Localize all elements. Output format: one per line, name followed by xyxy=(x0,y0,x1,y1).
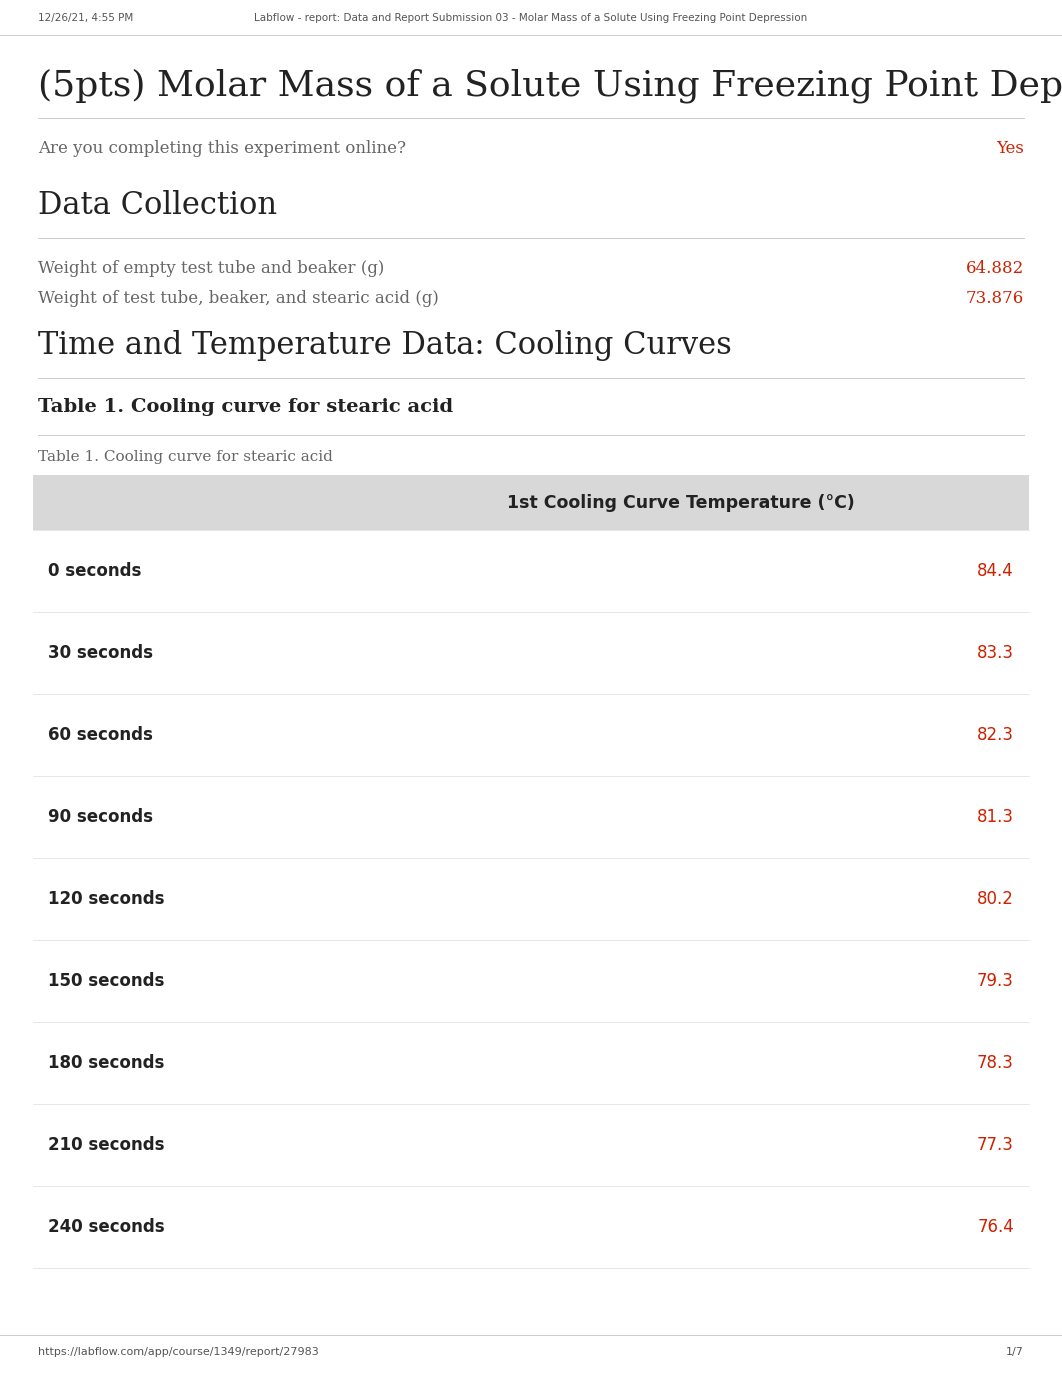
Text: 84.4: 84.4 xyxy=(977,562,1014,580)
Text: 90 seconds: 90 seconds xyxy=(48,808,153,826)
Text: 78.3: 78.3 xyxy=(977,1053,1014,1073)
Text: Labflow - report: Data and Report Submission 03 - Molar Mass of a Solute Using F: Labflow - report: Data and Report Submis… xyxy=(255,12,807,23)
Text: Table 1. Cooling curve for stearic acid: Table 1. Cooling curve for stearic acid xyxy=(38,398,453,416)
Bar xyxy=(33,858,1029,940)
Text: Weight of empty test tube and beaker (g): Weight of empty test tube and beaker (g) xyxy=(38,260,384,277)
Bar xyxy=(33,611,1029,694)
Text: 1st Cooling Curve Temperature (°C): 1st Cooling Curve Temperature (°C) xyxy=(508,493,855,511)
Text: 150 seconds: 150 seconds xyxy=(48,972,165,990)
Text: (5pts) Molar Mass of a Solute Using Freezing Point Depression: (5pts) Molar Mass of a Solute Using Free… xyxy=(38,67,1062,102)
Text: https://labflow.com/app/course/1349/report/27983: https://labflow.com/app/course/1349/repo… xyxy=(38,1347,319,1356)
Text: 73.876: 73.876 xyxy=(965,291,1024,307)
Text: 180 seconds: 180 seconds xyxy=(48,1053,165,1073)
Text: 12/26/21, 4:55 PM: 12/26/21, 4:55 PM xyxy=(38,12,133,23)
Bar xyxy=(33,530,1029,611)
Text: Yes: Yes xyxy=(996,140,1024,157)
Text: Data Collection: Data Collection xyxy=(38,190,277,220)
Text: 83.3: 83.3 xyxy=(977,644,1014,662)
Text: 1/7: 1/7 xyxy=(1006,1347,1024,1356)
Bar xyxy=(33,940,1029,1022)
Text: 120 seconds: 120 seconds xyxy=(48,890,165,907)
Text: Are you completing this experiment online?: Are you completing this experiment onlin… xyxy=(38,140,406,157)
Bar xyxy=(33,475,1029,530)
Bar xyxy=(33,1022,1029,1104)
Bar xyxy=(33,1186,1029,1268)
Text: 30 seconds: 30 seconds xyxy=(48,644,153,662)
Text: Time and Temperature Data: Cooling Curves: Time and Temperature Data: Cooling Curve… xyxy=(38,330,732,361)
Text: Table 1. Cooling curve for stearic acid: Table 1. Cooling curve for stearic acid xyxy=(38,450,332,464)
Text: 82.3: 82.3 xyxy=(977,726,1014,744)
Text: 210 seconds: 210 seconds xyxy=(48,1136,165,1154)
Text: 80.2: 80.2 xyxy=(977,890,1014,907)
Bar xyxy=(33,1104,1029,1186)
Text: 79.3: 79.3 xyxy=(977,972,1014,990)
Text: 64.882: 64.882 xyxy=(965,260,1024,277)
Text: 0 seconds: 0 seconds xyxy=(48,562,141,580)
Bar xyxy=(33,777,1029,858)
Text: 81.3: 81.3 xyxy=(977,808,1014,826)
Text: Weight of test tube, beaker, and stearic acid (g): Weight of test tube, beaker, and stearic… xyxy=(38,291,439,307)
Text: 76.4: 76.4 xyxy=(977,1219,1014,1237)
Text: 77.3: 77.3 xyxy=(977,1136,1014,1154)
Text: 240 seconds: 240 seconds xyxy=(48,1219,165,1237)
Bar xyxy=(33,694,1029,777)
Text: 60 seconds: 60 seconds xyxy=(48,726,153,744)
